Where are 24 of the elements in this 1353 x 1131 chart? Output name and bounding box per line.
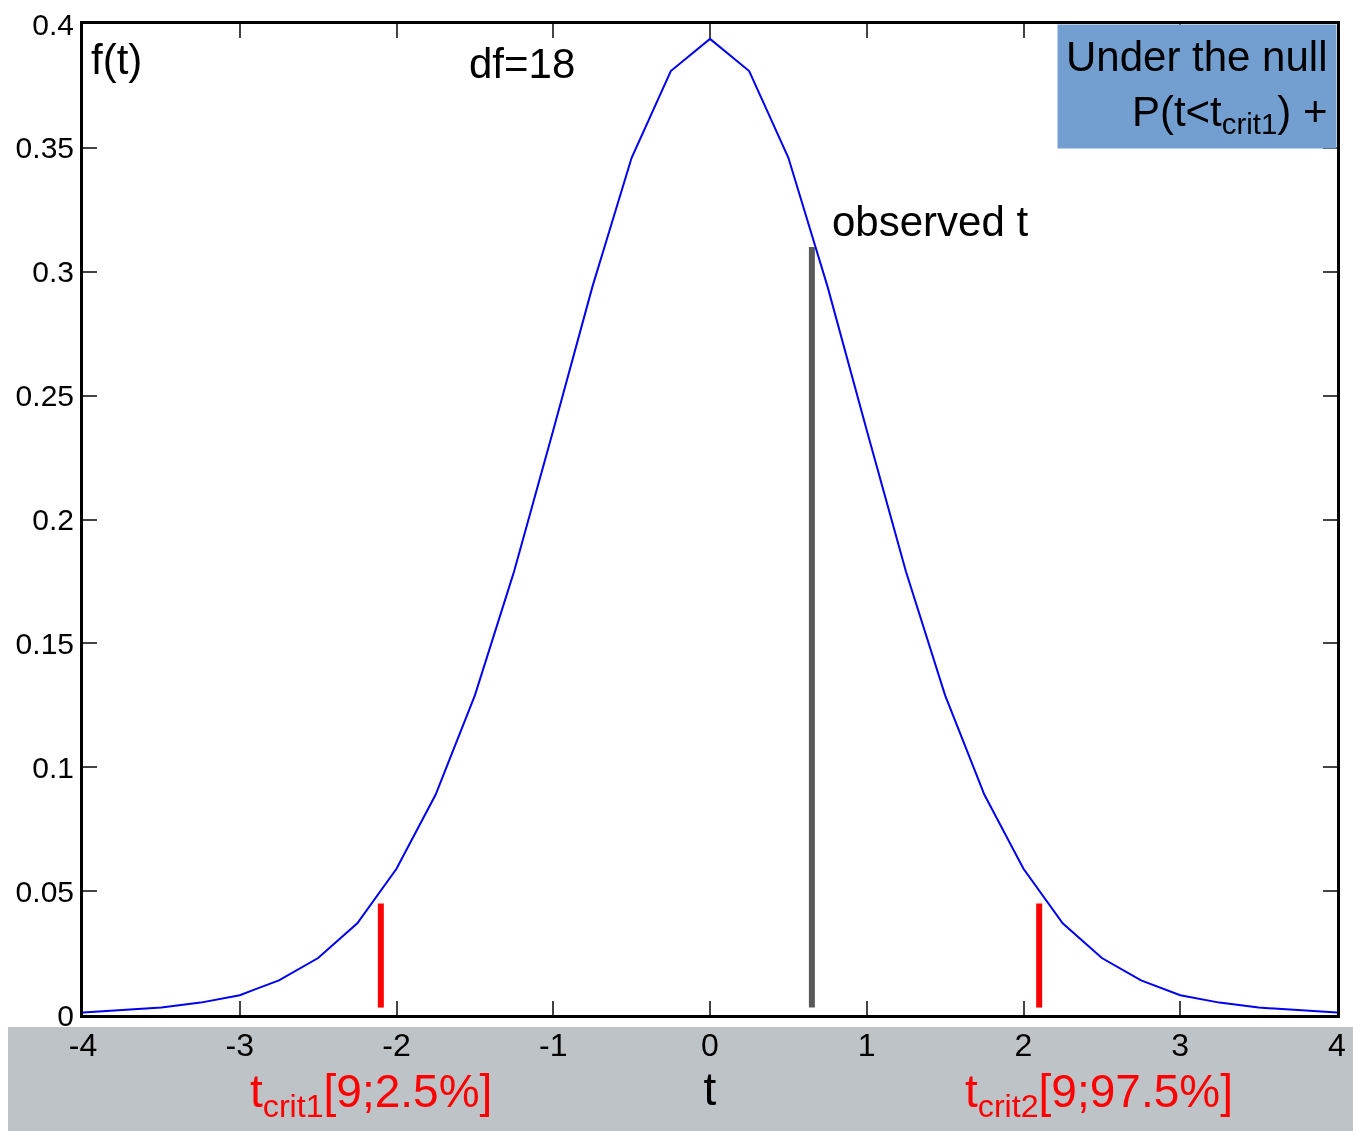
annotation: Under the null P(t<t$_{crit1}$) + [1066,33,1328,141]
y-tick-label: 0.3 [32,255,74,289]
y-tick-label: 0.1 [32,750,74,784]
x-tick-label: 3 [1171,1027,1190,1064]
text: t$_{crit2}$[9;97.5%] [965,1065,1233,1124]
x-tick-label: 2 [1014,1027,1033,1064]
x-tick-label: -1 [539,1027,568,1064]
y-tick-label: 0.15 [15,626,74,660]
y-tick-label: 0.2 [32,503,74,536]
x-tick-label: -3 [225,1027,254,1064]
line-series [83,37,1337,1014]
y-tick-label: 0.35 [15,131,74,165]
y-tick-label: 0.25 [15,379,74,413]
x-tick-label: 0 [701,1027,719,1064]
y-tick-label: 0.4 [32,7,74,41]
annotation: df=18 [469,40,576,87]
y-axis-title: f(t) [91,36,143,83]
x-axis-title: t [703,1063,717,1116]
x-tick-label: 4 [1328,1027,1346,1064]
text: t$_{crit1}$[9;2.5%] [250,1065,493,1124]
y-tick-label: 0.05 [15,874,74,908]
annotation: observed t [832,198,1029,245]
x-tick-label: -2 [382,1027,411,1064]
x-tick-label: 1 [857,1027,876,1064]
